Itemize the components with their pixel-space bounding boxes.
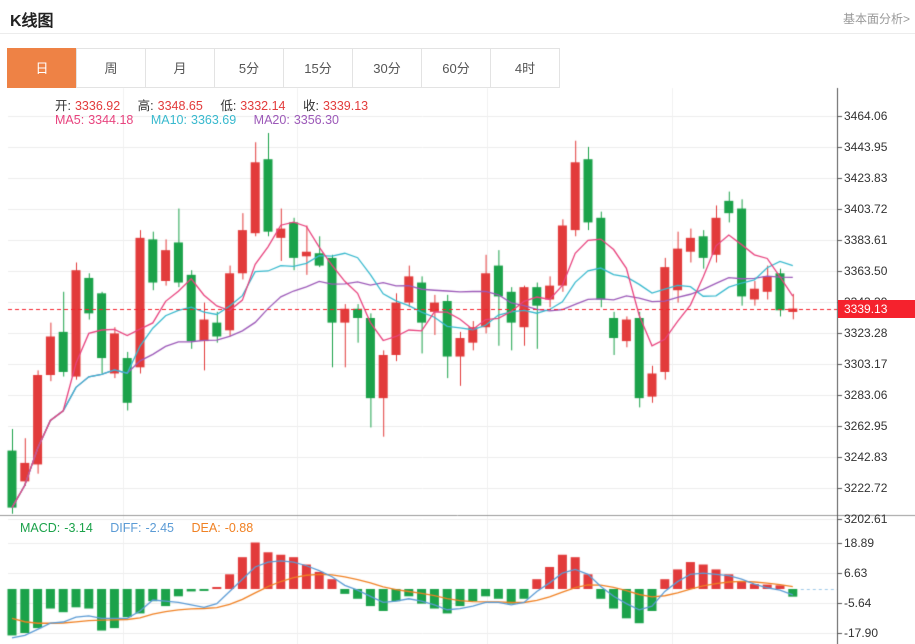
ma20-value: 3356.30: [293, 113, 339, 127]
price-tick-label: 3283.06: [844, 387, 888, 402]
current-price-tag: 3339.13: [838, 299, 915, 318]
low-label: 低:: [220, 99, 237, 113]
macd-value: -3.14: [64, 521, 93, 535]
low-value: 3332.14: [240, 99, 286, 113]
macd-label: MACD:: [20, 521, 61, 535]
macd-tick-label: -17.90: [844, 625, 879, 640]
ma10-value: 3363.69: [191, 113, 237, 127]
price-tick-label: 3403.72: [844, 201, 888, 216]
ma-legend: MA5: 3344.18 MA10: 3363.69 MA20: 3356.30: [55, 113, 343, 127]
close-label: 收:: [302, 99, 319, 113]
dea-label: DEA:: [191, 521, 221, 535]
ma20-label: MA20:: [253, 113, 290, 127]
dea-value: -0.88: [224, 521, 254, 535]
diff-value: -2.45: [145, 521, 175, 535]
price-tick-label: 3303.17: [844, 356, 888, 371]
ma5-label: MA5:: [55, 113, 85, 127]
open-label: 开:: [55, 99, 71, 113]
ma10-label: MA10:: [150, 113, 187, 127]
price-tick-label: 3363.50: [844, 263, 888, 278]
price-tick-label: 3262.95: [844, 418, 888, 433]
price-tick-label: 3464.06: [844, 108, 888, 123]
price-tick-label: 3242.83: [844, 449, 888, 464]
macd-tick-label: -5.64: [844, 595, 872, 610]
macd-legend: MACD: -3.14 DIFF: -2.45 DEA: -0.88: [20, 521, 257, 535]
diff-label: DIFF:: [110, 521, 142, 535]
price-tick-label: 3323.28: [844, 325, 888, 340]
close-value: 3339.13: [322, 99, 369, 113]
ohlc-legend: 开: 3336.92 高: 3348.65 低: 3332.14 收: 3339.13: [55, 95, 372, 114]
high-label: 高:: [137, 99, 154, 113]
price-tick-label: 3383.61: [844, 232, 888, 247]
price-tick-label: 3222.72: [844, 480, 888, 495]
ma5-value: 3344.18: [88, 113, 134, 127]
macd-tick-label: 18.89: [844, 535, 875, 550]
macd-tick-label: 6.63: [844, 565, 868, 580]
price-tick-label: 3202.61: [844, 511, 888, 526]
open-value: 3336.92: [74, 99, 121, 113]
high-value: 3348.65: [157, 99, 203, 113]
price-tick-label: 3423.83: [844, 170, 888, 185]
price-tick-label: 3443.95: [844, 139, 888, 154]
